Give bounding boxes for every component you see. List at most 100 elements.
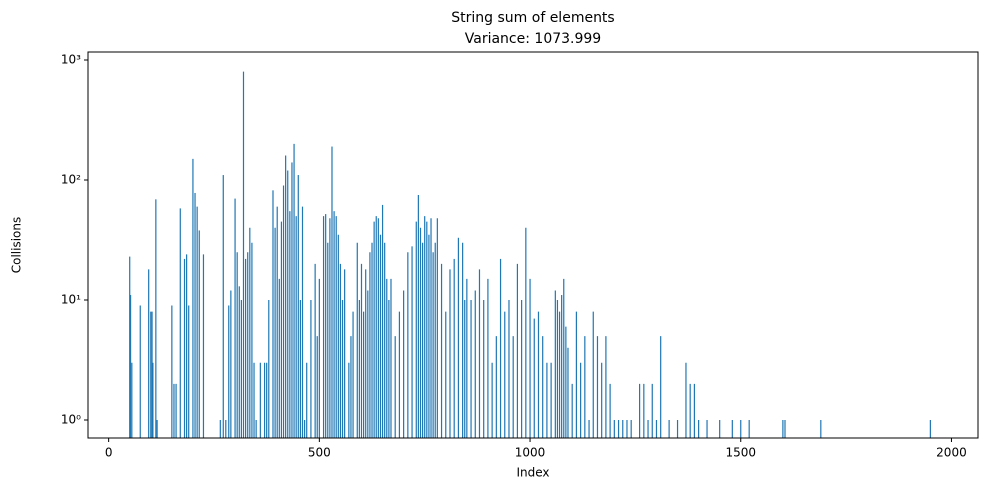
bar (268, 300, 270, 438)
bar (592, 311, 594, 438)
bar (601, 362, 603, 438)
y-tick-label: 10² (61, 173, 81, 187)
x-tick-label: 0 (105, 446, 113, 460)
x-axis-label: Index (516, 466, 549, 480)
bar (676, 420, 679, 438)
bar (179, 208, 181, 438)
bar (457, 237, 460, 438)
bar (394, 336, 396, 438)
bar (245, 258, 247, 438)
bar (377, 218, 379, 438)
bar (360, 263, 363, 438)
bar (462, 242, 464, 438)
y-axis-label: Collisions (10, 217, 24, 274)
bar (588, 420, 590, 438)
bar (344, 269, 346, 438)
bar (194, 192, 196, 438)
x-tick-label: 500 (308, 446, 331, 460)
bar (470, 300, 472, 438)
bar (563, 278, 565, 438)
bar (291, 162, 293, 438)
bar (225, 420, 227, 438)
bar (280, 221, 283, 438)
bar (148, 269, 150, 438)
bar (407, 252, 409, 438)
bar (748, 420, 750, 438)
bar (175, 383, 177, 438)
bar (689, 383, 691, 438)
bar (192, 158, 194, 438)
bar (341, 300, 344, 438)
bar (565, 326, 567, 438)
bar (253, 362, 255, 438)
bar (434, 242, 436, 438)
bar (474, 290, 476, 438)
bar (196, 206, 198, 438)
bar (188, 305, 190, 438)
y-tick-label: 10⁰ (61, 413, 81, 427)
bar (316, 336, 318, 438)
bar (706, 420, 708, 438)
bar (432, 252, 434, 438)
x-tick-label: 1000 (515, 446, 546, 460)
bar (373, 221, 375, 438)
y-tick-label: 10¹ (61, 293, 81, 307)
bar (554, 290, 556, 438)
bar (314, 263, 316, 438)
bar (571, 383, 573, 438)
bar (222, 175, 224, 439)
y-tick-label: 10³ (61, 53, 81, 67)
bar (255, 420, 257, 438)
bar (350, 336, 352, 438)
bar (719, 420, 721, 438)
bar (424, 216, 426, 438)
bar (464, 300, 466, 438)
chart-title: String sum of elements (451, 10, 614, 26)
bar (251, 242, 253, 438)
bar (542, 336, 544, 438)
bar (150, 311, 152, 438)
bar (131, 362, 133, 438)
bar (630, 420, 632, 438)
bar (449, 269, 451, 438)
bar (318, 278, 320, 438)
bar (668, 420, 670, 438)
bar (236, 252, 238, 438)
bar (561, 295, 563, 438)
bar (533, 318, 535, 438)
bar (276, 206, 278, 438)
bar (436, 218, 438, 438)
bar (335, 216, 337, 438)
bar (575, 311, 578, 438)
bar (285, 155, 287, 439)
bar (820, 420, 822, 438)
bar (381, 204, 384, 438)
bar (230, 290, 232, 438)
bar (415, 221, 417, 438)
bar (287, 170, 289, 438)
bar (440, 263, 443, 438)
bar (242, 71, 245, 439)
bar (198, 230, 200, 438)
bar (375, 216, 377, 438)
bar (731, 420, 733, 438)
bar (362, 311, 365, 438)
bar (647, 420, 649, 438)
bar (331, 146, 333, 438)
bar (512, 336, 514, 438)
bar (428, 234, 430, 438)
bar (249, 227, 251, 438)
bar (367, 290, 369, 438)
bar (685, 362, 687, 438)
bar (266, 362, 268, 438)
bar (411, 246, 413, 438)
bar (289, 211, 291, 438)
bar (417, 194, 419, 438)
x-tick-label: 1500 (725, 446, 756, 460)
bar (419, 227, 422, 438)
bar (580, 362, 582, 438)
bar (337, 234, 339, 438)
bar (525, 227, 527, 438)
bar (609, 383, 611, 438)
